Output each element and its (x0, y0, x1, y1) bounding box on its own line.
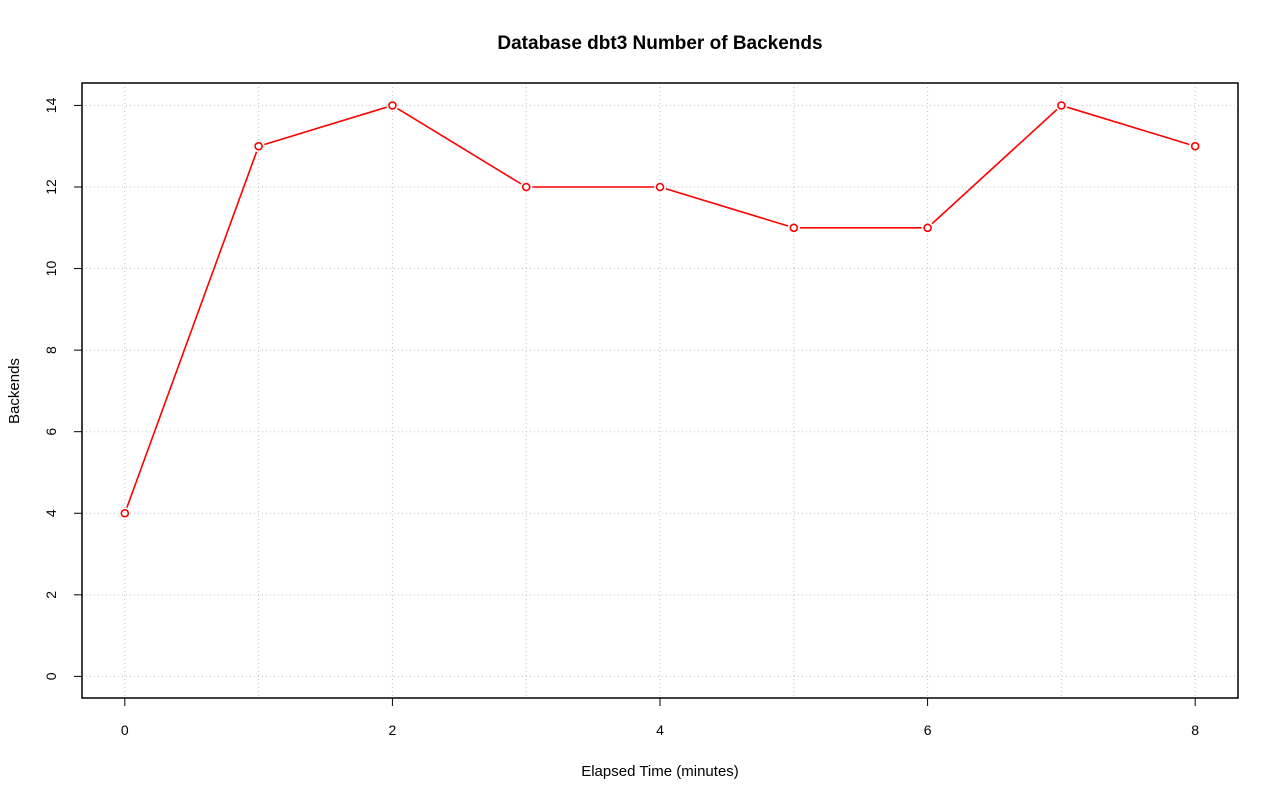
x-tick-label: 8 (1191, 722, 1199, 738)
series-line-segment (665, 187, 789, 227)
x-axis-label: Elapsed Time (minutes) (581, 763, 739, 780)
y-tick-label: 12 (43, 179, 59, 195)
series-line-segment (1066, 106, 1190, 146)
grid (82, 83, 1238, 698)
series-line-segment (264, 106, 387, 146)
series-line-segment (397, 107, 522, 185)
x-axis: 0 2 4 6 8 (121, 698, 1199, 738)
y-axis: 0 2 4 6 8 10 12 14 (43, 97, 82, 680)
y-tick-label: 10 (43, 261, 59, 277)
series (120, 101, 1200, 518)
y-tick-label: 4 (43, 509, 59, 517)
x-tick-label: 0 (121, 722, 129, 738)
data-point (388, 101, 397, 110)
y-axis-label: Backends (6, 358, 23, 424)
y-tick-label: 6 (43, 428, 59, 436)
data-point (120, 508, 130, 518)
y-tick-label: 8 (43, 346, 59, 354)
x-tick-label: 6 (924, 722, 932, 738)
data-point (254, 141, 263, 151)
data-point (789, 223, 799, 233)
chart-title: Database dbt3 Number of Backends (497, 33, 822, 54)
data-point (521, 182, 531, 192)
x-tick-label: 4 (656, 722, 664, 738)
series-line-segment (126, 151, 258, 508)
data-point (655, 182, 665, 192)
data-point (1190, 141, 1200, 151)
y-tick-label: 0 (43, 672, 59, 680)
data-point (923, 223, 932, 233)
x-tick-label: 2 (389, 722, 397, 738)
series-line-segment (931, 108, 1058, 225)
data-point (1057, 101, 1066, 110)
y-tick-label: 2 (43, 591, 59, 599)
y-tick-label: 14 (43, 97, 59, 113)
